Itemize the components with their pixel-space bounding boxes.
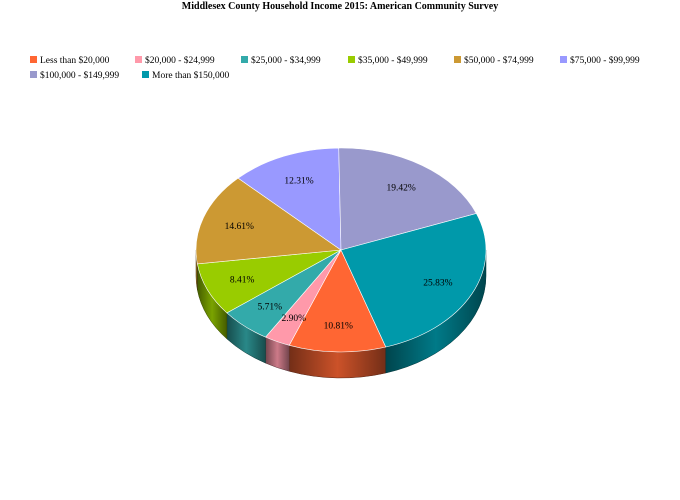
legend-row: $100,000 - $149,999 More than $150,000 — [30, 71, 670, 86]
slice-value-label: 14.61% — [225, 222, 254, 232]
legend-swatch — [142, 71, 149, 78]
slice-value-label: 8.41% — [230, 275, 255, 285]
legend-label: $25,000 - $34,999 — [251, 56, 321, 66]
legend-item-35000-49999[interactable]: $35,000 - $49,999 — [348, 56, 428, 66]
slice-value-label: 19.42% — [386, 183, 415, 193]
legend-swatch — [348, 56, 355, 63]
legend-label: $75,000 - $99,999 — [570, 56, 640, 66]
legend-item-50000-74999[interactable]: $50,000 - $74,999 — [454, 56, 534, 66]
pie-slice[interactable] — [340, 213, 487, 348]
legend-item-20000-24999[interactable]: $20,000 - $24,999 — [135, 56, 215, 66]
legend-swatch — [241, 56, 248, 63]
legend-item-more-than-150000[interactable]: More than $150,000 — [142, 71, 229, 81]
slice-value-label: 5.71% — [257, 302, 282, 312]
slice-value-label: 10.81% — [324, 321, 353, 331]
pie-slice[interactable] — [288, 249, 387, 353]
legend-item-less-than-20000[interactable]: Less than $20,000 — [30, 56, 109, 66]
chart-title: Middlesex County Household Income 2015: … — [181, 1, 499, 12]
legend-swatch — [560, 56, 567, 63]
legend-item-75000-99999[interactable]: $75,000 - $99,999 — [560, 56, 640, 66]
legend: Less than $20,000 $20,000 - $24,999 $25,… — [30, 56, 670, 86]
legend-swatch — [135, 56, 142, 63]
legend-row: Less than $20,000 $20,000 - $24,999 $25,… — [30, 56, 670, 71]
legend-label: $100,000 - $149,999 — [40, 71, 120, 81]
legend-item-25000-34999[interactable]: $25,000 - $34,999 — [241, 56, 321, 66]
legend-label: $20,000 - $24,999 — [145, 56, 215, 66]
legend-swatch — [30, 71, 37, 78]
legend-label: More than $150,000 — [152, 71, 230, 81]
legend-swatch — [454, 56, 461, 63]
pie-labels: 10.81% 2.90% 5.71% 8.41% 14.61% 12.31% 19.42% 2… — [225, 177, 453, 332]
legend-label: $50,000 - $74,999 — [464, 56, 534, 66]
slice-value-label: 12.31% — [284, 177, 313, 187]
legend-item-100000-149999[interactable]: $100,000 - $149,999 — [30, 71, 119, 81]
pie-slice[interactable] — [195, 177, 342, 265]
legend-swatch — [30, 56, 37, 63]
slice-value-label: 2.90% — [281, 314, 306, 324]
legend-label: $35,000 - $49,999 — [358, 56, 428, 66]
pie-slice[interactable] — [338, 147, 477, 251]
slice-value-label: 25.83% — [423, 279, 452, 289]
pie-slice[interactable] — [237, 147, 342, 251]
pie-top-faces — [195, 147, 487, 353]
legend-label: Less than $20,000 — [40, 56, 110, 66]
